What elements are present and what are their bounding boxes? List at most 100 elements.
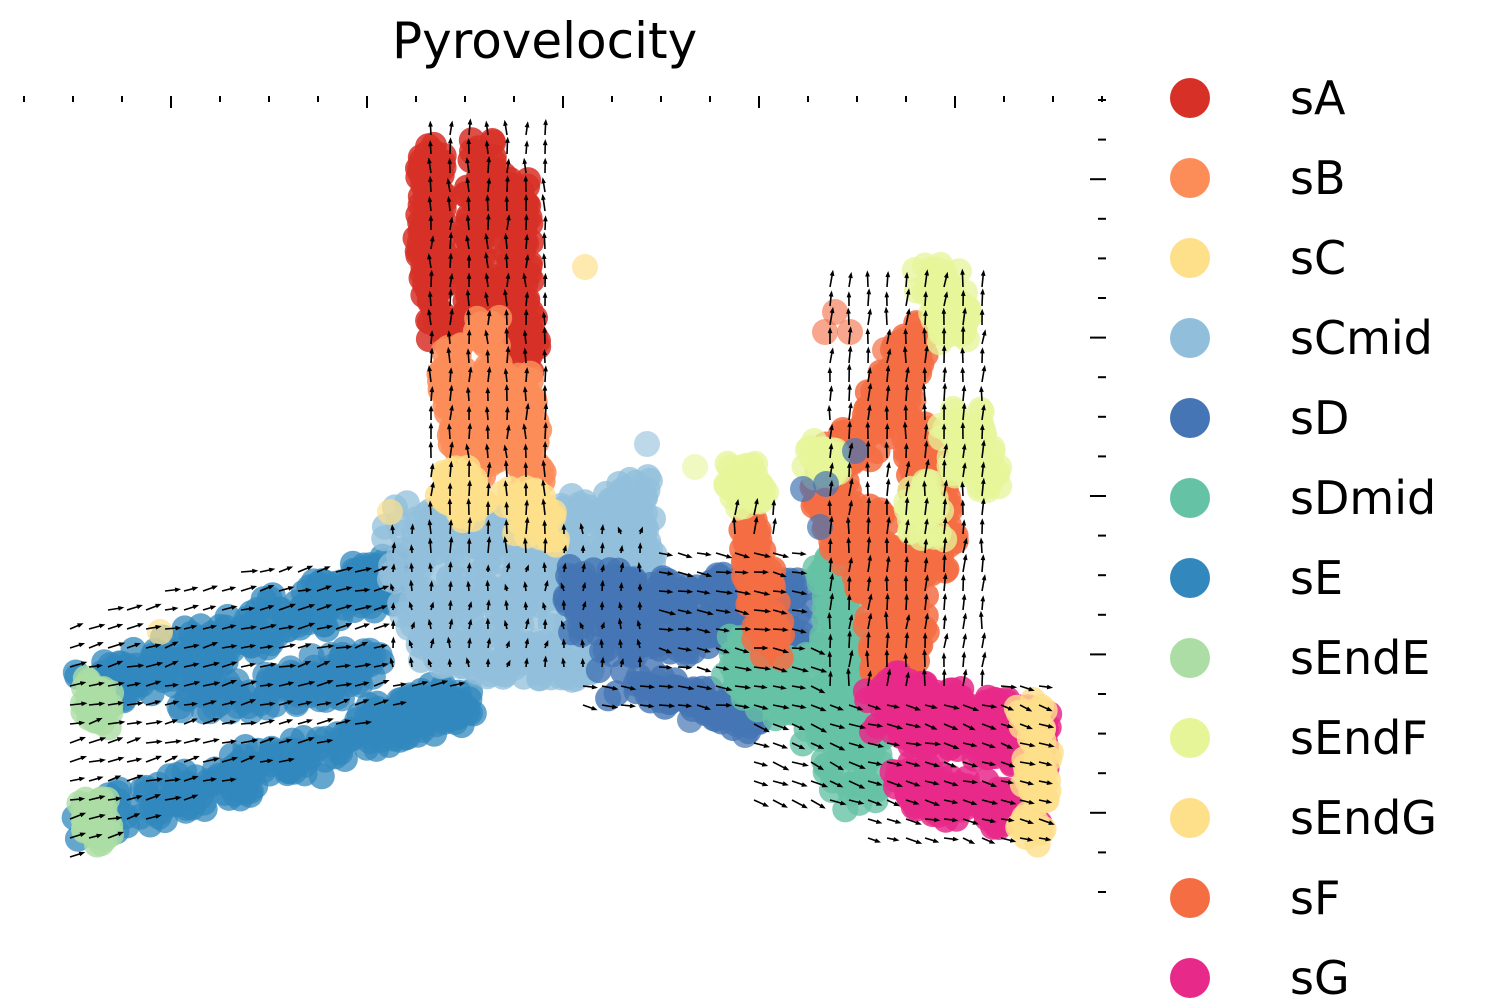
velocity-arrowhead [982, 365, 987, 371]
point-scmid [460, 638, 486, 664]
velocity-arrowhead [943, 593, 948, 599]
velocity-arrowhead [942, 383, 947, 389]
velocity-arrowhead [117, 624, 124, 629]
velocity-arrowhead [886, 478, 891, 484]
velocity-arrowhead [543, 385, 548, 391]
point-sd [605, 577, 631, 603]
velocity-arrowhead [960, 367, 965, 373]
point-sd [640, 583, 666, 609]
scatter-points [62, 127, 1064, 857]
point-se [363, 736, 389, 762]
velocity-arrowhead [982, 574, 987, 580]
point-sa [421, 297, 447, 323]
velocity-arrowhead [449, 121, 454, 127]
velocity-arrowhead [884, 307, 889, 313]
point-sdmid [740, 678, 766, 704]
point-sa [413, 237, 439, 263]
point-sd [553, 587, 579, 613]
velocity-arrowhead [865, 270, 870, 276]
velocity-arrowhead [783, 554, 790, 559]
velocity-arrowhead [884, 291, 889, 297]
point-scmid [401, 526, 427, 552]
point-sb [468, 385, 494, 411]
velocity-arrowhead [848, 346, 853, 352]
velocity-arrowhead [961, 519, 966, 525]
point-sg [978, 709, 1004, 735]
point-scmid [565, 496, 591, 522]
velocity-arrowhead [886, 462, 891, 468]
point-sc [464, 477, 490, 503]
point-sf [731, 547, 757, 573]
point-se [327, 740, 353, 766]
velocity-arrowhead [962, 594, 967, 600]
velocity-arrowhead [706, 552, 712, 557]
velocity-arrowhead [429, 422, 434, 428]
velocity-arrowhead [830, 270, 835, 276]
point-scmid [478, 586, 504, 612]
point-sc [147, 619, 173, 645]
velocity-arrowhead [979, 611, 984, 617]
velocity-arrowhead [542, 253, 547, 259]
velocity-arrowhead [269, 568, 276, 573]
velocity-arrowhead [848, 402, 853, 408]
point-sendf [807, 436, 833, 462]
point-se [133, 781, 159, 807]
point-sb [517, 361, 543, 387]
velocity-arrowhead [522, 158, 527, 164]
velocity-arrowhead [543, 139, 548, 145]
velocity-arrowhead [485, 121, 490, 127]
velocity-arrowhead [865, 481, 870, 487]
velocity-arrowhead [942, 652, 947, 658]
velocity-arrowhead [705, 668, 712, 673]
velocity-arrowhead [212, 586, 219, 591]
point-sdmid [787, 695, 813, 721]
velocity-arrowhead [829, 385, 834, 391]
velocity-arrowhead [847, 384, 852, 390]
point-sg [948, 725, 974, 751]
point-sendf [926, 520, 952, 546]
velocity-arrowhead [667, 552, 673, 557]
point-sg [939, 677, 965, 703]
point-sc [490, 480, 516, 506]
point-sc [377, 499, 403, 525]
point-sg [884, 767, 910, 793]
point-sf [812, 319, 838, 345]
velocity-arrowhead [136, 605, 143, 610]
velocity-arrowhead [981, 632, 986, 638]
point-sd [807, 514, 833, 540]
point-sendf [946, 320, 972, 346]
velocity-arrowhead [865, 328, 870, 334]
velocity-arrowhead [686, 554, 693, 559]
velocity-arrowhead [981, 554, 986, 560]
point-sf [737, 517, 763, 543]
velocity-arrowhead [290, 643, 296, 648]
point-sd [586, 657, 612, 683]
velocity-arrowhead [77, 623, 84, 628]
point-sendg [1017, 725, 1043, 751]
point-sf [867, 588, 893, 614]
point-sendf [719, 477, 745, 503]
point-sende [71, 816, 97, 842]
point-sd [813, 471, 839, 497]
velocity-arrowhead [848, 272, 853, 278]
velocity-arrowhead [252, 569, 258, 574]
velocity-arrowhead [448, 137, 453, 143]
velocity-arrowhead [541, 177, 546, 183]
point-se [270, 674, 296, 700]
velocity-arrowhead [942, 614, 947, 620]
point-sf [900, 594, 926, 620]
point-sc [432, 462, 458, 488]
velocity-arrowhead [543, 292, 548, 298]
velocity-arrowhead [885, 271, 890, 277]
point-sf [829, 551, 855, 577]
velocity-arrowhead [979, 537, 984, 543]
velocity-arrowhead [887, 329, 892, 335]
point-se [108, 651, 134, 677]
point-sf [757, 558, 783, 584]
velocity-arrowhead [827, 405, 832, 411]
velocity-arrowhead [687, 573, 694, 578]
velocity-arrowhead [193, 605, 200, 610]
velocity-arrowhead [866, 288, 871, 294]
velocity-arrowhead [428, 121, 433, 127]
velocity-arrowhead [847, 291, 852, 297]
